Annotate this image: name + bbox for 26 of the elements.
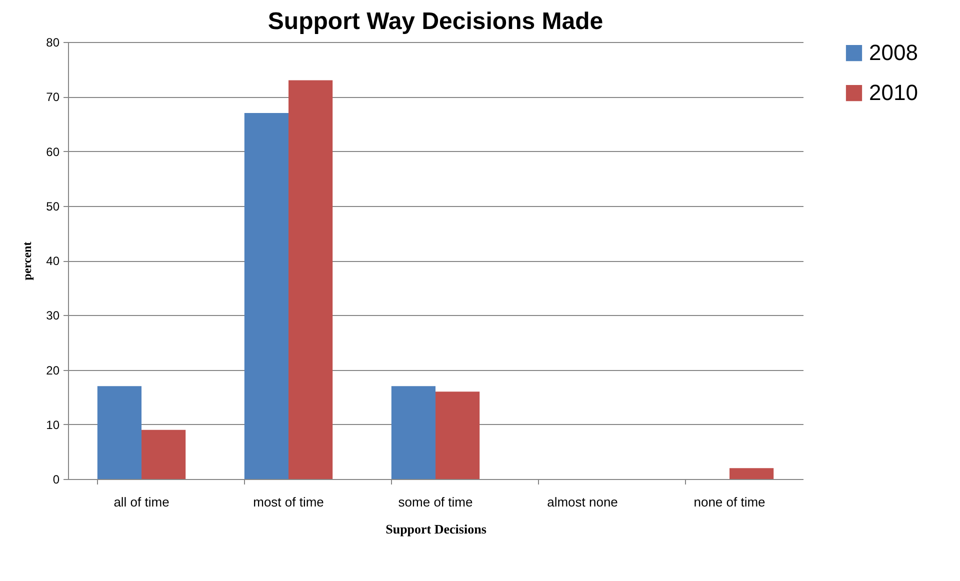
y-tick-label: 30 [46, 308, 60, 323]
chart-title: Support Way Decisions Made [268, 8, 604, 35]
bar [244, 113, 288, 479]
y-tick-label: 70 [46, 90, 60, 104]
bar [391, 386, 436, 479]
x-tick-label: most of time [253, 494, 324, 510]
bar [97, 386, 142, 479]
bar [436, 392, 480, 479]
y-axis-title: percent [20, 242, 34, 280]
bar [730, 468, 774, 479]
y-tick-label: 0 [52, 472, 60, 486]
y-tick-label: 10 [46, 418, 60, 432]
legend-label: 2008 [869, 40, 918, 65]
x-tick-label: almost none [547, 494, 618, 510]
x-axis-title: Support Decisions [386, 522, 486, 536]
y-tick-label: 50 [46, 199, 60, 214]
y-tick-label: 80 [46, 36, 60, 50]
x-tick-label: none of time [694, 494, 766, 510]
y-tick-label: 40 [46, 254, 60, 268]
legend-label: 2010 [869, 80, 918, 105]
y-tick-label: 60 [46, 144, 60, 159]
x-tick-label: some of time [398, 494, 473, 510]
x-tick-label: all of time [114, 494, 170, 510]
bar [288, 80, 333, 479]
y-tick-label: 20 [46, 363, 60, 378]
bar [142, 430, 186, 479]
